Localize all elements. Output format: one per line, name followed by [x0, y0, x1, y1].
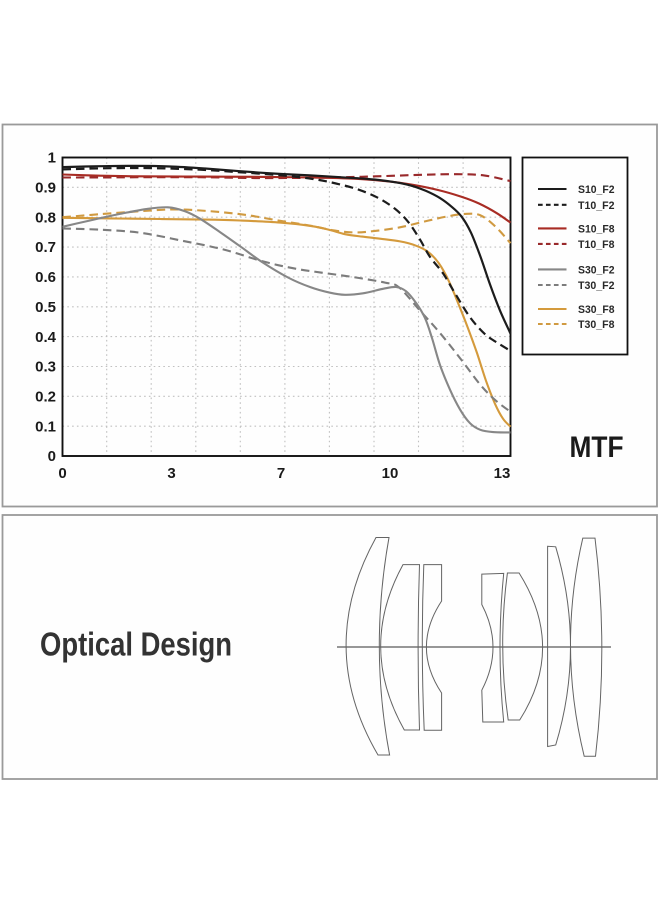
svg-text:0: 0 — [48, 448, 56, 465]
svg-text:T10_F2: T10_F2 — [578, 200, 615, 212]
svg-text:S30_F8: S30_F8 — [578, 304, 615, 316]
svg-text:S10_F8: S10_F8 — [578, 224, 615, 236]
svg-text:1: 1 — [48, 150, 56, 167]
svg-text:T10_F8: T10_F8 — [578, 239, 615, 251]
svg-text:0.4: 0.4 — [35, 329, 57, 346]
svg-text:0.8: 0.8 — [35, 209, 56, 226]
svg-text:13: 13 — [494, 465, 511, 482]
svg-text:T30_F2: T30_F2 — [578, 280, 615, 292]
svg-text:0: 0 — [58, 465, 66, 482]
svg-text:T30_F8: T30_F8 — [578, 319, 615, 331]
svg-text:7: 7 — [277, 465, 285, 482]
svg-text:0.3: 0.3 — [35, 359, 56, 376]
svg-text:S30_F2: S30_F2 — [578, 265, 615, 277]
svg-text:10: 10 — [382, 465, 399, 482]
svg-text:S10_F2: S10_F2 — [578, 184, 615, 196]
svg-text:0.6: 0.6 — [35, 269, 56, 286]
svg-text:MTF: MTF — [570, 431, 624, 464]
svg-text:0.2: 0.2 — [35, 389, 56, 406]
svg-text:Optical Design: Optical Design — [40, 626, 232, 663]
svg-text:0.5: 0.5 — [35, 299, 56, 316]
svg-text:0.1: 0.1 — [35, 418, 56, 435]
svg-text:3: 3 — [167, 465, 175, 482]
svg-text:0.7: 0.7 — [35, 239, 56, 256]
svg-text:0.9: 0.9 — [35, 180, 56, 197]
